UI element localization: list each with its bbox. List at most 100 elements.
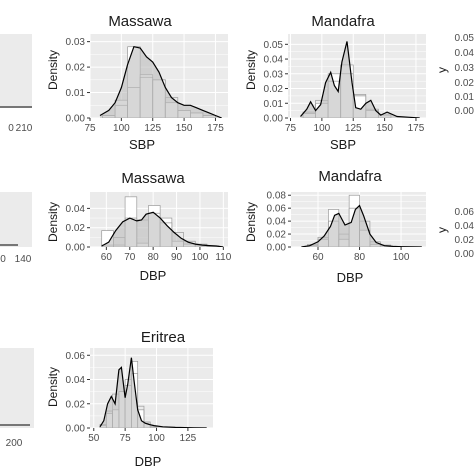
y-tick-label: 0.02 [66,223,86,234]
cut-panel-left-row2: 0 140 [0,192,32,265]
y-tick-label: 0.06 [66,351,86,362]
cut-row2-xtick-1: 140 [15,254,32,265]
x-tick-label: 125 [345,123,362,134]
cut-row3-xtick-0: 200 [6,438,23,449]
x-tick-label: 125 [144,123,161,134]
x-tick-label: 100 [314,123,331,134]
y-tick-label: 0.08 [267,191,287,202]
x-axis-label: DBP [337,270,364,285]
y-tick-label: 0.02 [264,84,284,95]
x-axis-label: SBP [129,137,155,152]
panel-title: Massawa [121,170,185,187]
density-line [99,357,207,428]
cut-row1-ytick-4: 0.01 [455,92,474,103]
y-tick-label: 0.00 [66,114,86,125]
x-tick-label: 110 [215,252,231,263]
x-tick-label: 100 [393,252,410,263]
cut-row2-ylabel: y [435,227,449,233]
x-axis-label: DBP [135,454,162,469]
density-area [101,212,224,247]
x-tick-label: 90 [171,252,183,263]
cut-row2-ytick-1: 0.04 [455,221,474,232]
x-tick-label: 60 [312,252,324,263]
y-tick-label: 0.02 [66,63,86,74]
x-tick-label: 50 [88,433,100,444]
panel-mandafra-dbp: 0.00 0.02 0.04 0.06 0.08 60 80 100 Mandafra DBP… [244,168,426,285]
cut-row2-ytick-0: 0.06 [455,207,474,218]
x-tick-label: 100 [113,123,130,134]
y-axis-label: Density [244,50,258,90]
x-tick-label: 75 [120,433,132,444]
y-tick-label: 0.02 [267,230,287,241]
density-area [300,41,420,118]
x-axis-label: DBP [140,268,167,283]
y-tick-label: 0.04 [264,55,284,66]
plot-marks [99,46,222,118]
panel-title: Eritrea [141,329,186,346]
plot-marks [301,194,422,247]
plot-marks [99,357,207,428]
cut-row2-ytick-3: 0.00 [455,249,474,260]
density-line [300,41,420,118]
density-line [99,46,222,118]
cut-row2-ytick-2: 0.02 [455,235,474,246]
y-axis-label: Density [46,367,60,407]
y-tick-label: 0.02 [66,399,86,410]
plot-area: 0.00 0.01 0.02 0.03 75 100 125 150 175 [66,34,228,134]
y-axis-label: Density [46,50,60,90]
cut-row2-xtick-0: 0 [0,254,6,265]
x-tick-label: 175 [207,123,224,134]
cut-row1-ytick-2: 0.03 [455,63,474,74]
x-tick-label: 70 [124,252,136,263]
plot-marks [101,196,224,247]
panel-title: Massawa [108,13,172,30]
x-tick-label: 80 [148,252,160,263]
panel-eritrea-dbp: 0.00 0.02 0.04 0.06 50 75 100 125 Eritrea DBP D… [46,329,213,469]
y-tick-label: 0.00 [66,424,86,435]
panel-massawa-sbp: 0.00 0.01 0.02 0.03 75 100 125 150 175 Massawa S… [46,13,228,152]
y-tick-label: 0.04 [66,204,86,215]
x-tick-label: 125 [180,433,197,444]
plot-area: 0.00 0.02 0.04 60 70 80 90 100 110 [66,192,232,263]
y-tick-label: 0.00 [264,114,284,125]
x-tick-label: 75 [84,123,96,134]
y-tick-label: 0.04 [267,217,287,228]
plot-area: 0.00 0.01 0.02 0.03 0.04 0.05 75 100 125 150 175 [264,34,426,134]
density-line [101,211,224,247]
cut-row1-xtick-0: 0 [8,123,14,134]
cut-row1-ytick-5: 0.00 [455,106,474,117]
x-tick-label: 100 [192,252,209,263]
y-tick-label: 0.01 [66,88,86,99]
cut-panel-right-row1: y 0.05 0.04 0.03 0.02 0.01 0.00 [435,33,474,117]
x-tick-label: 100 [148,433,165,444]
density-line [301,204,422,247]
x-tick-label: 75 [285,123,297,134]
plot-area: 0.00 0.02 0.04 0.06 0.08 60 80 100 [267,191,426,263]
x-tick-label: 60 [101,252,113,263]
plot-marks [300,41,420,118]
density-area [100,46,222,118]
x-axis-label: SBP [330,137,356,152]
panel-massawa-dbp: 0.00 0.02 0.04 60 70 80 90 100 110 Massawa DBP D… [46,170,232,283]
x-tick-label: 175 [408,123,425,134]
cut-row1-ylabel: y [435,67,449,73]
cut-row1-ytick-0: 0.05 [455,33,474,44]
x-tick-label: 150 [376,123,393,134]
y-axis-label: Density [244,202,258,242]
y-tick-label: 0.03 [66,37,86,48]
y-tick-label: 0.05 [264,40,284,51]
y-tick-label: 0.01 [264,99,284,110]
cut-row1-ytick-1: 0.04 [455,48,474,59]
panel-title: Mandafra [318,168,382,185]
cut-panel-left-row1: 0 210 [0,34,33,134]
panel-title: Mandafra [311,13,375,30]
plot-area: 0.00 0.02 0.04 0.06 50 75 100 125 [66,348,213,444]
cut-panel-left-row3: 200 [0,348,34,449]
density-area [100,357,207,428]
cut-panel-right-row2: y 0.06 0.04 0.02 0.00 [435,207,474,260]
cut-row1-xtick-1: 210 [16,123,33,134]
y-tick-label: 0.00 [66,243,86,254]
cut-row1-ytick-3: 0.02 [455,78,474,89]
y-tick-label: 0.00 [267,243,287,254]
